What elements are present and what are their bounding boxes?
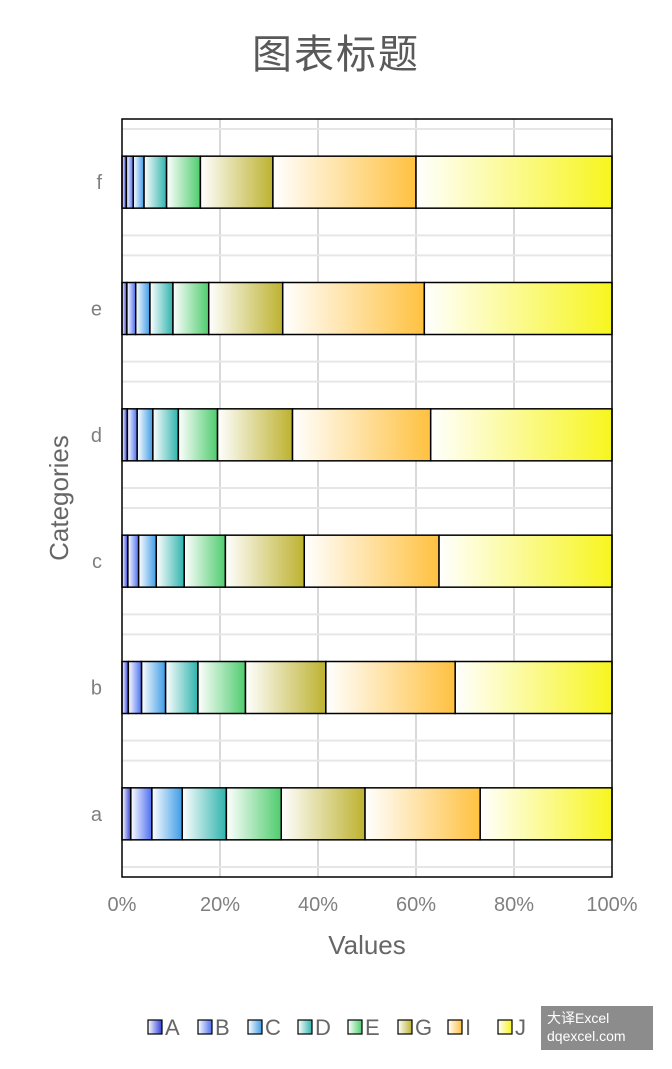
bar-segment-d-A — [121, 408, 129, 462]
legend-item-C: C — [247, 1015, 281, 1040]
bar-segment-c-E — [183, 534, 227, 588]
legend-item-I: I — [447, 1015, 471, 1040]
x-axis-title: Values — [328, 930, 406, 960]
legend-item-E: E — [347, 1015, 380, 1040]
bar-segment-a-C — [151, 787, 184, 841]
legend-label: A — [165, 1015, 180, 1040]
bar-segment-d-E — [177, 408, 219, 462]
legend-swatch — [497, 1019, 513, 1035]
legend-label: E — [365, 1015, 380, 1040]
bar-segment-a-J — [479, 787, 613, 841]
bar-segment-a-D — [181, 787, 228, 841]
bar-segment-b-A — [121, 660, 130, 715]
bar-segment-e-E — [172, 281, 210, 336]
bar-segment-c-J — [438, 534, 613, 588]
y-tick-label-f: f — [96, 172, 102, 194]
bar-segment-e-I — [281, 281, 426, 336]
bar-segment-c-I — [303, 534, 440, 588]
bar-segment-b-E — [197, 660, 247, 715]
watermark-badge: 大译Excel dqexcel.com — [541, 1006, 653, 1050]
y-tick-label-d: d — [91, 425, 102, 447]
bar-segment-e-C — [134, 281, 151, 336]
bar-segment-b-G — [244, 660, 327, 715]
chart-title: 图表标题 — [252, 32, 420, 78]
bar-segment-f-D — [143, 155, 168, 209]
watermark-line-2: dqexcel.com — [547, 1028, 626, 1044]
bar-segment-f-J — [415, 155, 613, 209]
x-tick-label: 20% — [200, 894, 240, 916]
x-tick-label: 0% — [108, 894, 137, 916]
x-tick-label: 40% — [298, 894, 338, 916]
x-tick-label: 100% — [586, 894, 637, 916]
y-tick-label-c: c — [92, 551, 102, 573]
legend-item-D: D — [297, 1015, 331, 1040]
bar-segment-d-I — [291, 408, 432, 462]
y-tick-label-e: e — [91, 299, 102, 321]
bar-segment-a-E — [225, 787, 282, 841]
legend-item-G: G — [397, 1015, 432, 1040]
bar-segment-f-C — [132, 155, 145, 209]
legend-label: B — [215, 1015, 230, 1040]
bar-segment-a-A — [121, 787, 132, 841]
legend-swatch — [347, 1019, 363, 1035]
bar-segment-f-I — [272, 155, 417, 209]
legend-label: I — [465, 1015, 471, 1040]
bar-segment-c-C — [137, 534, 158, 588]
bar-segment-f-G — [199, 155, 274, 209]
y-axis-title: Categories — [44, 435, 74, 561]
bar-segment-a-G — [280, 787, 366, 841]
legend-swatch — [397, 1019, 413, 1035]
bar-segment-a-I — [364, 787, 481, 841]
bar-segment-e-G — [207, 281, 284, 336]
bar-segment-f-E — [165, 155, 202, 209]
legend-swatch — [147, 1019, 163, 1035]
axis-ticks: 0% 20% 40% 60% 80% 100% a b c d e f — [91, 172, 638, 916]
legend-label: G — [415, 1015, 432, 1040]
bar-segment-c-D — [155, 534, 185, 588]
bar-segment-b-B — [127, 660, 143, 715]
legend-swatch — [247, 1019, 263, 1035]
legend-label: C — [265, 1015, 281, 1040]
legend-label: D — [315, 1015, 331, 1040]
bar-segment-d-D — [152, 408, 180, 462]
bar-segment-f-B — [125, 155, 135, 209]
bar-segment-b-C — [140, 660, 167, 715]
bar-segment-a-B — [130, 787, 153, 841]
bar-segment-e-D — [149, 281, 174, 336]
bar-segment-d-G — [216, 408, 294, 462]
legend-swatch — [297, 1019, 313, 1035]
legend-swatch — [447, 1019, 463, 1035]
bar-segment-c-A — [121, 534, 129, 588]
gridlines — [122, 119, 612, 877]
x-tick-label: 80% — [494, 894, 534, 916]
plot-area-frame — [121, 118, 613, 878]
bar-segment-e-B — [126, 281, 137, 336]
bar-segment-d-B — [126, 408, 138, 462]
bar-segment-c-B — [127, 534, 140, 588]
legend-swatch — [197, 1019, 213, 1035]
bar-segment-c-G — [224, 534, 306, 588]
bar-layer — [121, 155, 613, 841]
legend-item-J: J — [497, 1015, 526, 1040]
x-tick-label: 60% — [396, 894, 436, 916]
bar-segment-d-C — [136, 408, 154, 462]
bar-segment-b-I — [325, 660, 456, 715]
watermark-line-1: 大译Excel — [547, 1010, 610, 1026]
y-tick-label-b: b — [91, 678, 102, 700]
bar-segment-e-J — [423, 281, 613, 336]
y-tick-label-a: a — [91, 804, 103, 826]
legend-label: J — [515, 1015, 526, 1040]
legend-item-B: B — [197, 1015, 230, 1040]
bar-segment-b-J — [454, 660, 613, 715]
legend-item-A: A — [147, 1015, 180, 1040]
bar-segment-d-J — [429, 408, 613, 462]
bar-segment-b-D — [164, 660, 199, 715]
